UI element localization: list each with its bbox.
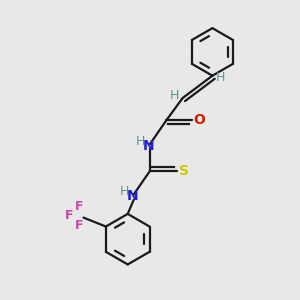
- Text: H: H: [216, 71, 225, 84]
- Text: F: F: [75, 219, 83, 232]
- Text: S: S: [179, 164, 189, 178]
- Text: O: O: [193, 113, 205, 127]
- Text: F: F: [75, 200, 83, 213]
- Text: N: N: [143, 139, 154, 152]
- Text: N: N: [126, 189, 138, 203]
- Text: H: H: [170, 89, 179, 102]
- Text: H: H: [136, 135, 145, 148]
- Text: F: F: [64, 209, 73, 222]
- Text: H: H: [119, 185, 129, 198]
